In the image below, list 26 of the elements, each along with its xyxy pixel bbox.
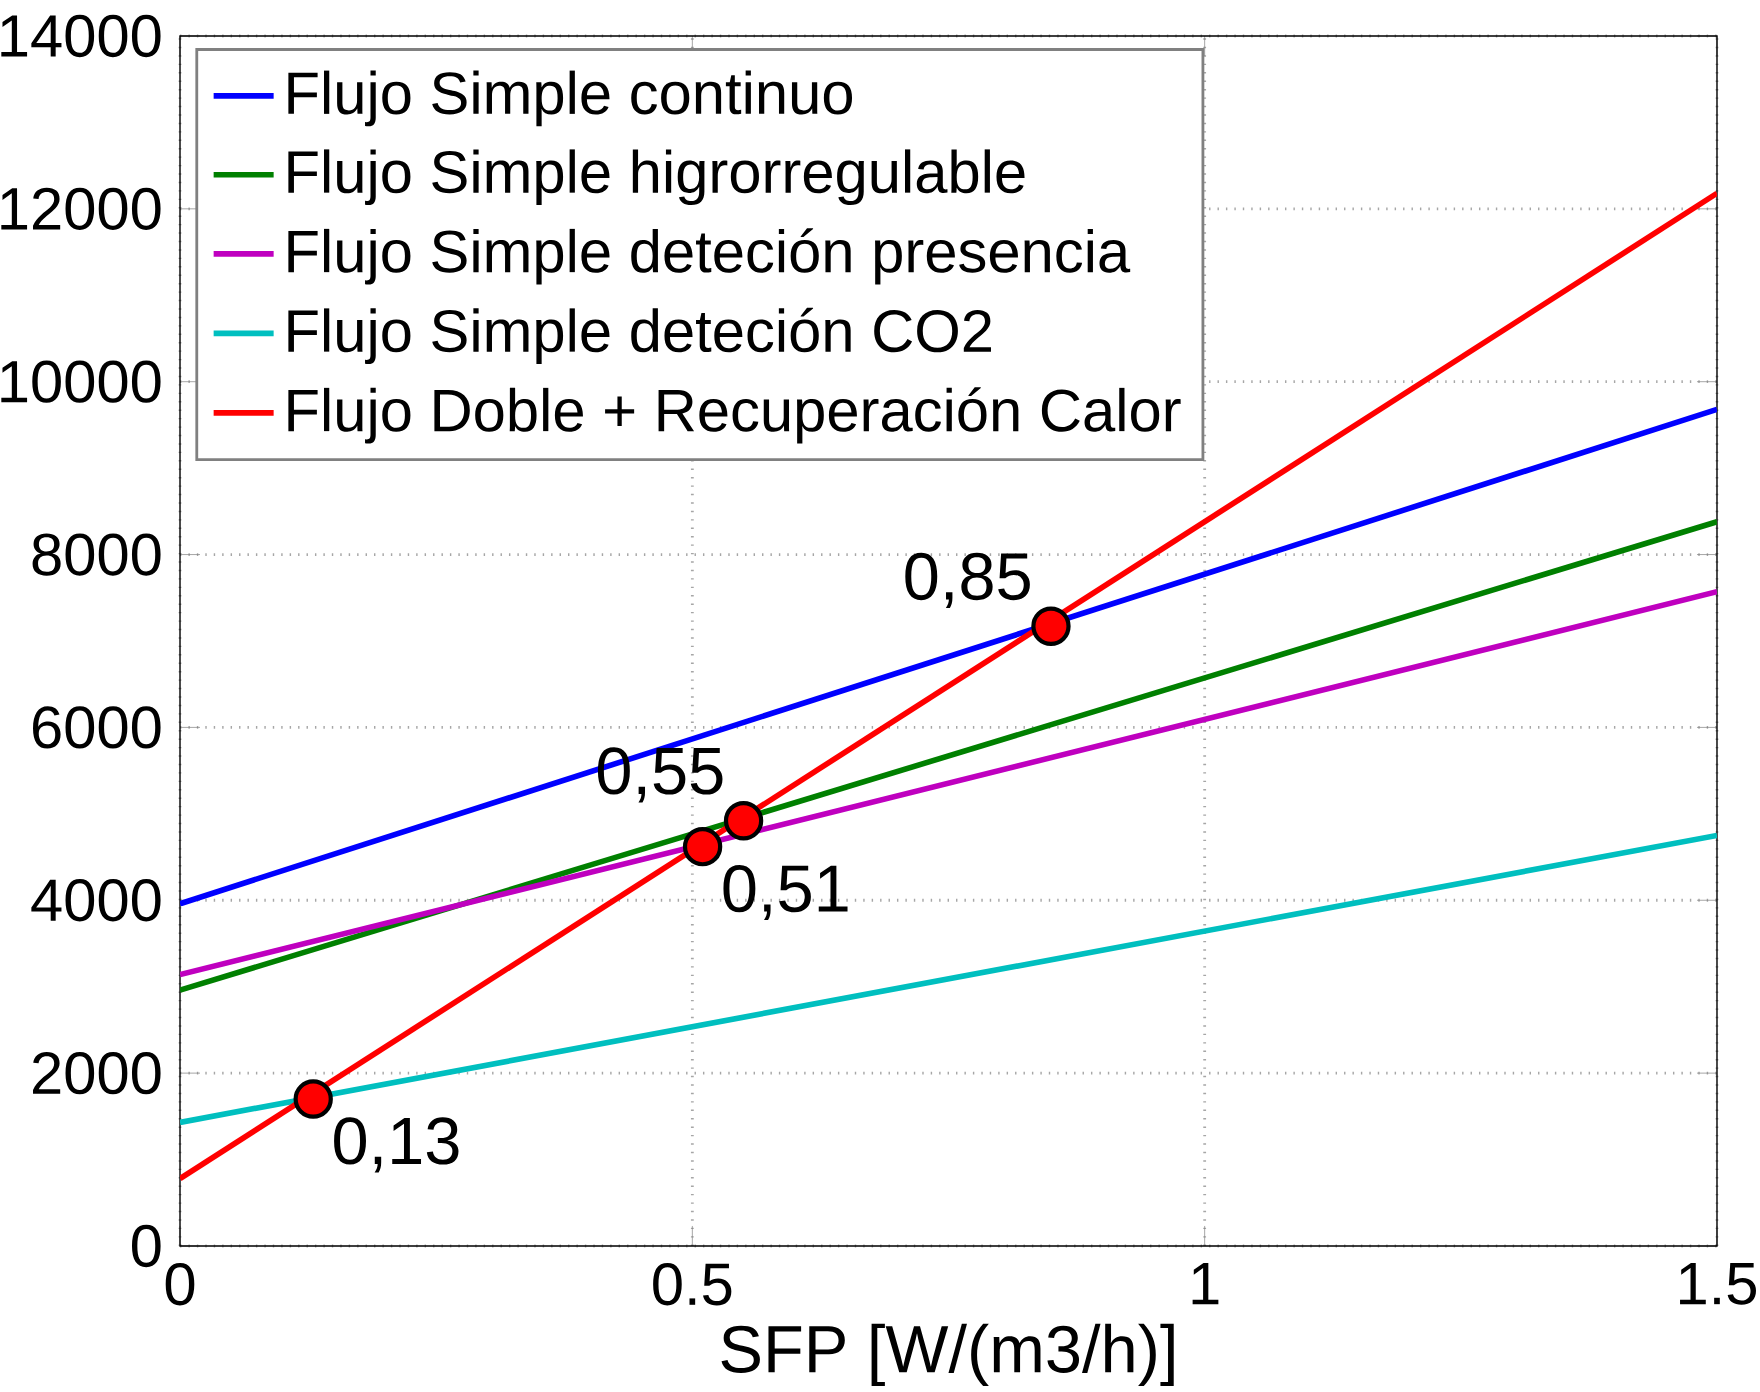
point (1031, 606, 1071, 646)
legend-label: Flujo Simple deteción presencia (288, 228, 1131, 285)
legend-label: Flujo Simple deteción CO2 (288, 307, 991, 365)
x-axis-title: SFP [W/(m3/h)] (721, 1323, 1174, 1387)
x-tick-label: 0.5 (653, 1263, 732, 1306)
x-tick-label: 1.5 (1680, 1263, 1756, 1305)
y-tick-label: 10000 (1, 360, 161, 403)
y-tick-label: 4000 (31, 879, 161, 922)
annotation: 0,85 (905, 552, 1030, 609)
y-tick-label: 0 (131, 1224, 161, 1268)
annotation: 0,55 (597, 747, 723, 803)
annotation: 0,13 (334, 1117, 459, 1173)
point (682, 827, 723, 867)
y-tick-label: 8000 (32, 533, 161, 576)
legend-label: Flujo Doble + Recuperación Calor (288, 387, 1181, 444)
legend-label: Flujo Simple continuo (288, 70, 853, 127)
y-tick-label: 12000 (1, 187, 161, 231)
point (293, 1079, 333, 1119)
y-tick-label: 6000 (33, 706, 161, 749)
point (723, 801, 764, 841)
y-tick-label: 2000 (33, 1051, 161, 1095)
annotation: 0,51 (723, 864, 848, 921)
legend-label: Flujo Simple higrorregulable (288, 149, 1025, 206)
x-tick-label: 1 (1192, 1263, 1219, 1305)
x-tick-label: 0 (165, 1263, 195, 1306)
y-tick-label: 14000 (1, 14, 161, 58)
